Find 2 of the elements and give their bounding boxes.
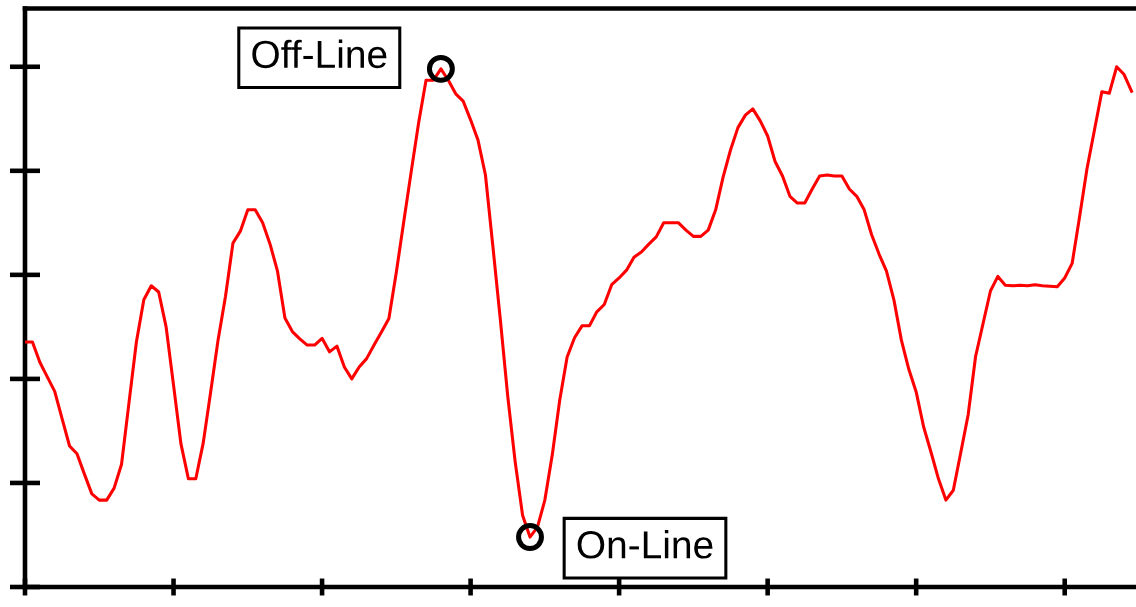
annotation: Off-Line: [252, 39, 387, 69]
annotation: On-Line: [577, 530, 713, 559]
